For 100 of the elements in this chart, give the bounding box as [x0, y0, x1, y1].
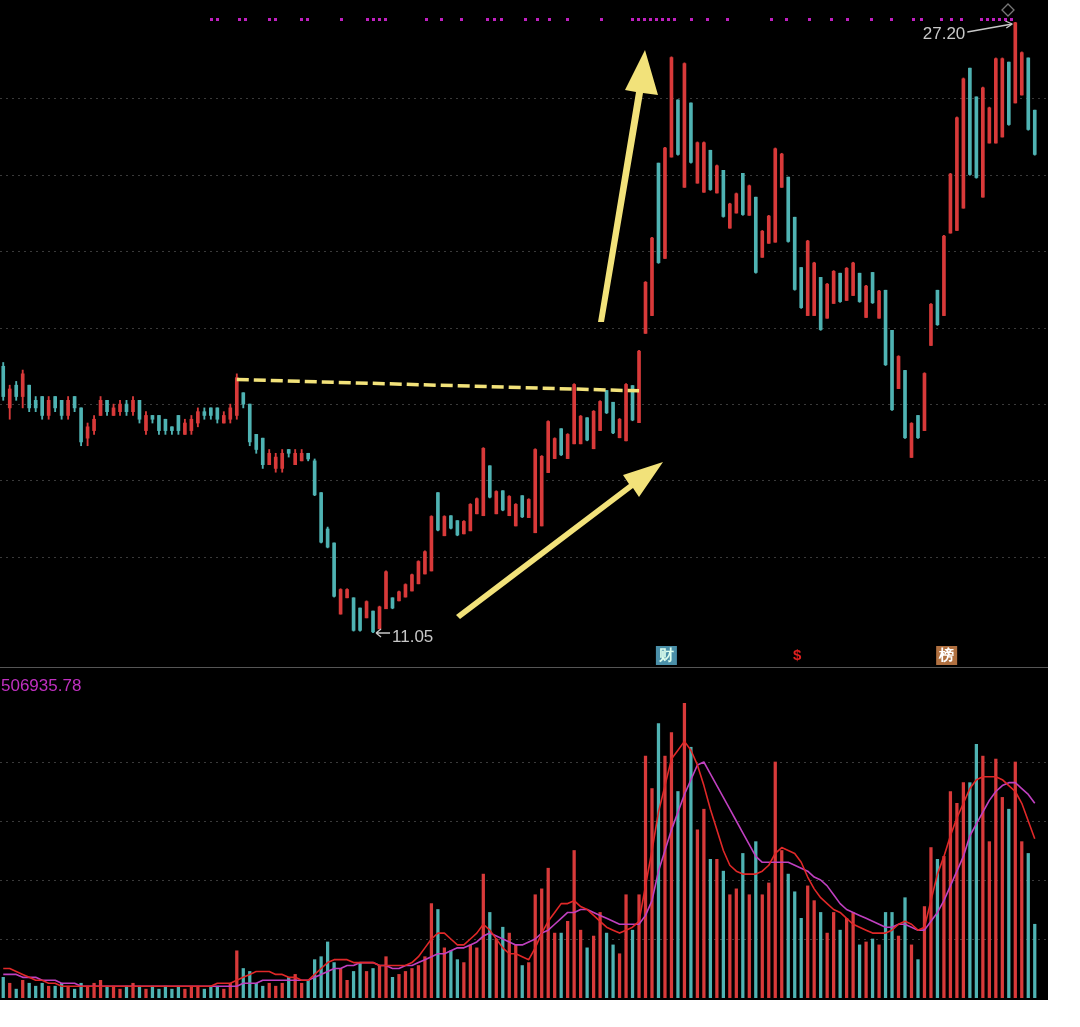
bar: [520, 965, 524, 998]
bar: [734, 888, 738, 998]
bar: [689, 746, 693, 998]
bar: [799, 918, 803, 998]
bar: [72, 988, 77, 998]
bar: [364, 971, 369, 998]
bar: [1, 977, 5, 998]
bar: [455, 959, 459, 998]
bar: [47, 985, 51, 998]
bar: [585, 947, 589, 998]
candlestick: [825, 283, 829, 319]
bar: [21, 979, 25, 998]
bar: [650, 788, 654, 998]
bar: [812, 900, 816, 998]
bar: [267, 982, 271, 998]
bar: [819, 912, 823, 998]
bar: [566, 920, 570, 998]
bar: [637, 894, 641, 998]
bar: [987, 841, 991, 998]
bar: [604, 932, 609, 998]
bar: [66, 985, 70, 998]
bar: [351, 971, 356, 998]
bar: [624, 894, 628, 998]
candlestick: [766, 215, 771, 244]
candlestick: [948, 173, 953, 234]
bar: [261, 985, 265, 998]
text: 财: [657, 646, 674, 664]
bar: [702, 808, 706, 998]
bar: [857, 944, 862, 998]
text: $: [793, 646, 803, 664]
bar: [851, 912, 855, 998]
bar: [410, 968, 414, 998]
bar: [793, 891, 797, 998]
bar: [844, 918, 849, 998]
text: 506935.78: [1, 675, 82, 695]
candlestick: [520, 495, 525, 518]
bar: [864, 941, 868, 998]
bar: [1000, 797, 1004, 998]
candlestick: [1013, 22, 1018, 104]
bar: [825, 932, 829, 998]
bar: [942, 856, 946, 998]
bar: [715, 859, 719, 998]
bar: [896, 935, 901, 998]
bar: [721, 870, 725, 998]
bar: [475, 947, 479, 998]
bar: [371, 968, 375, 998]
bar: [553, 932, 557, 998]
bar: [397, 974, 401, 998]
candlestick: [760, 230, 765, 258]
bar: [8, 982, 12, 998]
bar: [572, 850, 576, 998]
bar: [728, 894, 732, 998]
bar: [384, 956, 388, 998]
bar: [682, 703, 687, 998]
bar: [955, 802, 959, 998]
bar: [183, 988, 187, 998]
bar: [144, 988, 148, 998]
candlestick: [559, 428, 563, 456]
bar: [14, 988, 18, 998]
bar: [403, 971, 408, 998]
bar: [870, 938, 875, 998]
bar: [708, 859, 713, 998]
candlestick: [864, 284, 868, 318]
candlestick: [916, 415, 920, 439]
bar: [929, 847, 933, 998]
candlestick: [844, 267, 849, 301]
bar: [695, 829, 700, 998]
text: 榜: [938, 646, 955, 664]
candlestick: [929, 303, 933, 346]
bar: [909, 944, 914, 998]
bar: [591, 935, 596, 998]
bar: [838, 929, 842, 998]
bar: [332, 962, 336, 998]
bar: [1026, 853, 1030, 998]
bar: [105, 985, 109, 998]
bar: [1033, 923, 1037, 998]
candlestick: [890, 330, 894, 411]
bar: [786, 873, 790, 998]
bar: [747, 894, 751, 998]
bar: [40, 982, 44, 998]
bar: [1020, 841, 1024, 998]
bar: [34, 985, 38, 998]
bar: [598, 912, 602, 998]
bar: [338, 968, 343, 998]
bar: [377, 965, 382, 998]
bar: [390, 977, 395, 998]
candlestick: [371, 610, 375, 633]
bar: [358, 962, 362, 998]
candlestick: [637, 350, 641, 423]
candlestick: [903, 370, 907, 439]
bar: [1013, 761, 1017, 998]
bar: [832, 912, 836, 998]
bar: [773, 761, 777, 998]
bar: [449, 950, 453, 998]
annotation: 27.20: [922, 23, 966, 43]
bar: [579, 929, 583, 998]
bar: [974, 743, 978, 998]
bar: [300, 982, 304, 998]
bar: [780, 850, 784, 998]
bar: [274, 985, 278, 998]
